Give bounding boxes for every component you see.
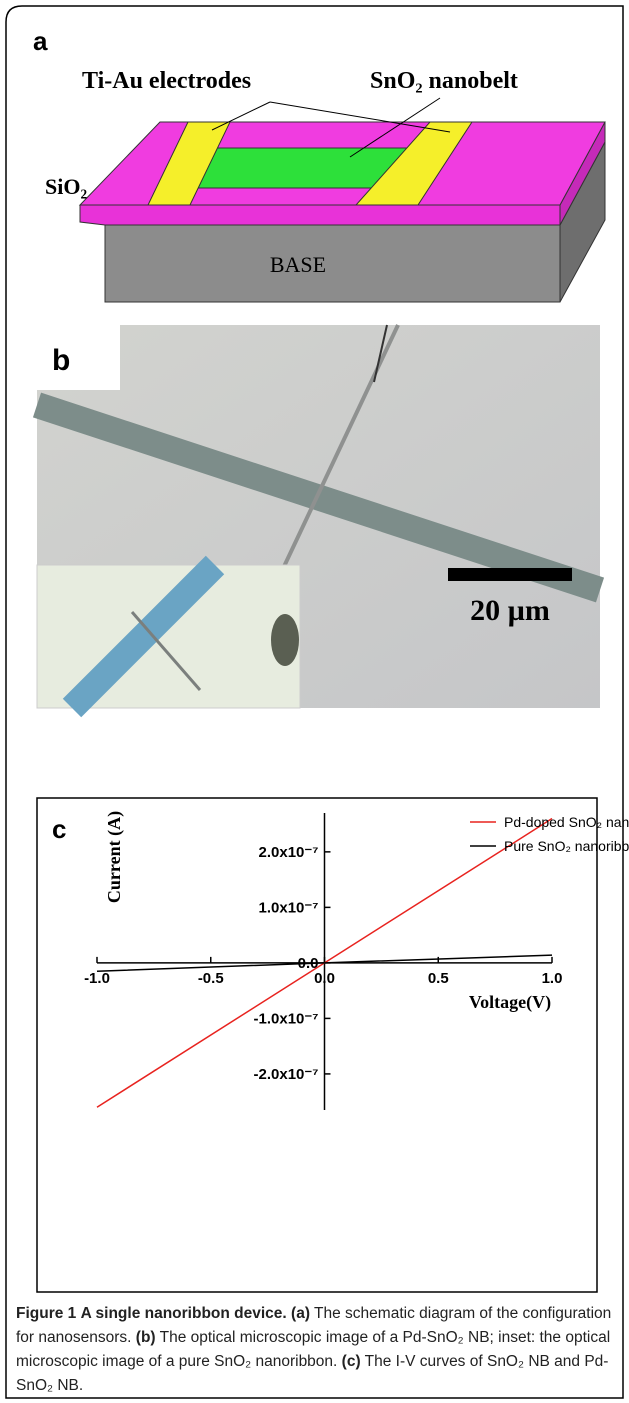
- y-tick-label: 2.0x10⁻⁷: [259, 844, 319, 861]
- caption-title: A single nanoribbon device.: [80, 1305, 287, 1322]
- legend-label: Pure SnO₂ nanoribbon: [504, 838, 629, 854]
- caption-text: The optical microscopic image of a Pd-Sn…: [16, 1329, 611, 1370]
- label-nanobelt: SnO₂ nanobelt: [370, 68, 518, 94]
- label-base: BASE: [270, 252, 326, 277]
- caption: Figure 1 A single nanoribbon device. (a)…: [16, 1302, 616, 1398]
- series-line: [96, 954, 553, 972]
- y-axis-label: Current (A): [104, 811, 125, 903]
- panel-label: a: [33, 26, 48, 56]
- panel-a: a Ti-Au electrodes SnO₂ nanobelt SiO₂ BA…: [33, 26, 606, 303]
- electrode: [354, 121, 473, 206]
- label-electrodes: Ti-Au electrodes: [82, 68, 251, 94]
- panel-c: c Voltage(V) Current (A) -1.0 -0.5 0.0 0.5 1…: [36, 797, 629, 1293]
- figure-border: [5, 5, 624, 1399]
- y-tick-label: -1.0x10⁻⁷: [254, 1010, 319, 1027]
- legend-label: Pd-doped SnO₂ nanoribbon: [504, 814, 629, 830]
- base-front: [104, 224, 561, 303]
- caption-tag: (a): [291, 1305, 310, 1322]
- panel-label: c: [52, 814, 66, 844]
- caption-label: Figure 1: [16, 1305, 77, 1322]
- scale-bar: [448, 568, 572, 581]
- pointer: [349, 97, 441, 158]
- inset-nanobelt: [130, 611, 202, 691]
- scale-bar-label: 20 µm: [470, 594, 550, 627]
- x-tick-label: -0.5: [198, 970, 224, 987]
- x-tick-label: 0.0: [314, 970, 335, 987]
- panel-label: b: [52, 344, 70, 377]
- x-tick-label: 1.0: [542, 970, 563, 987]
- x-tick-label: -1.0: [84, 970, 110, 987]
- pointer: [211, 101, 271, 131]
- sio2-front: [79, 204, 561, 226]
- panel-b: b 20 µm: [32, 324, 605, 718]
- pointer: [269, 101, 451, 133]
- caption-tag: (b): [135, 1329, 156, 1346]
- x-tick-label: 0.5: [428, 970, 449, 987]
- y-tick-label: 1.0x10⁻⁷: [259, 899, 319, 916]
- electrode: [147, 121, 231, 206]
- inset-band: [62, 555, 225, 718]
- label-box: [37, 325, 120, 390]
- chart-frame: [36, 797, 598, 1293]
- inset-particle: [271, 614, 299, 666]
- label-substrate: SiO₂: [45, 174, 87, 199]
- caption-tag: (c): [341, 1353, 361, 1370]
- x-axis-label: Voltage(V): [469, 992, 551, 1013]
- caption-text: The I-V curves of SnO₂ NB and Pd-SnO₂ NB…: [16, 1353, 609, 1394]
- nanobelt-image: [373, 324, 388, 383]
- y-tick-label: -2.0x10⁻⁷: [254, 1066, 319, 1083]
- caption-text: The schematic diagram of the configurati…: [16, 1305, 612, 1346]
